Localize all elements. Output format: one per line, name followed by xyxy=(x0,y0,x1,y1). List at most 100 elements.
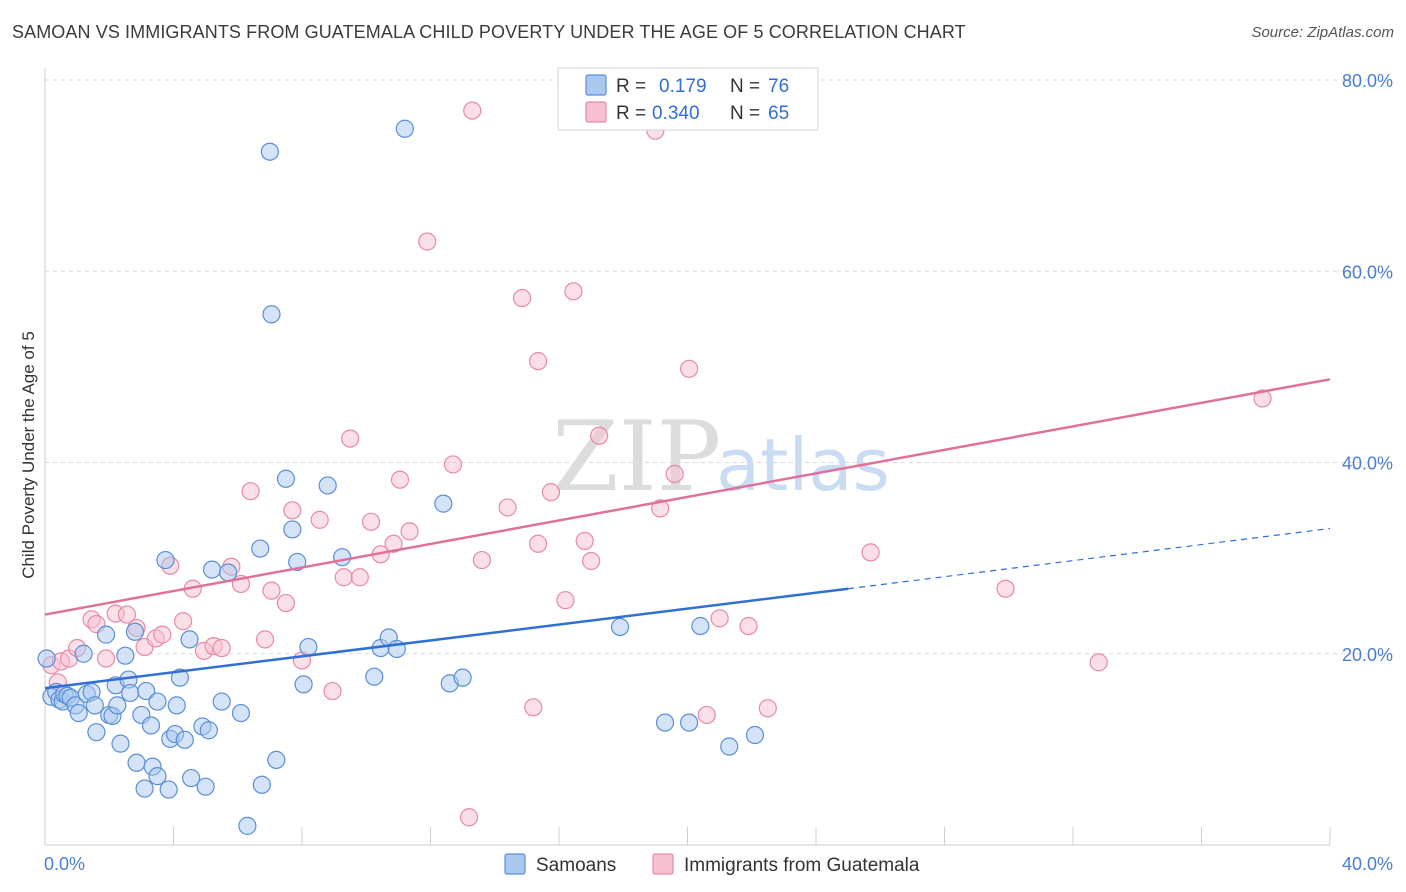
samoans-point xyxy=(87,723,106,742)
samoans-point xyxy=(655,713,675,732)
legend-r-label-samoans: R = xyxy=(616,76,646,97)
samoans-point xyxy=(294,675,313,694)
guatemala-point xyxy=(564,282,583,301)
guatemala-point xyxy=(153,625,172,644)
samoans-point xyxy=(238,816,257,835)
guatemala-point xyxy=(323,681,342,701)
grid-layer xyxy=(45,79,1392,655)
samoans-point xyxy=(283,520,302,539)
top-legend: R = 0.179 N = 76 R = 0.340 N = 65 xyxy=(557,67,819,131)
axis-layer: 20.0% 40.0% 60.0% 80.0% 0.0% 40.0% xyxy=(44,68,1393,874)
guatemala-point xyxy=(541,483,561,502)
guatemala-point xyxy=(582,551,601,571)
samoans-point xyxy=(610,617,630,637)
samoans-point xyxy=(182,768,201,788)
y-axis-label: Child Poverty Under the Age of 5 xyxy=(19,331,38,579)
y-tick-label: 80.0% xyxy=(1342,71,1393,91)
samoans-point xyxy=(196,777,215,796)
y-tick-label: 40.0% xyxy=(1342,454,1393,474)
legend-n-value-samoans: 76 xyxy=(768,76,789,97)
guatemala-point xyxy=(262,581,281,600)
samoans-point xyxy=(180,630,199,649)
samoans-point xyxy=(333,548,352,567)
guatemala-point xyxy=(529,534,548,553)
guatemala-point xyxy=(498,498,517,517)
samoans-point xyxy=(121,683,140,703)
samoans-point xyxy=(170,668,190,687)
samoans-point xyxy=(199,721,218,740)
guatemala-point xyxy=(758,699,777,718)
watermark-zip: ZIP xyxy=(552,401,721,513)
bottom-legend: Samoans Immigrants from Guatemala xyxy=(504,853,920,876)
guatemala-point xyxy=(996,579,1015,598)
samoans-point xyxy=(395,119,414,138)
guatemala-point xyxy=(861,543,880,562)
guatemala-point xyxy=(463,101,482,120)
chart-title: SAMOAN VS IMMIGRANTS FROM GUATEMALA CHIL… xyxy=(12,22,966,42)
samoans-point xyxy=(96,625,116,644)
samoans-point xyxy=(453,668,472,687)
guatemala-point xyxy=(529,352,548,371)
samoans-trend-extension xyxy=(848,527,1331,590)
samoans-point xyxy=(745,725,765,745)
samoans-point xyxy=(720,737,739,756)
samoans-point xyxy=(111,734,130,753)
bottom-legend-label-samoans: Samoans xyxy=(536,855,616,876)
legend-n-label-samoans: N = xyxy=(730,76,760,97)
guatemala-point xyxy=(472,550,491,570)
legend-r-value-samoans: 0.179 xyxy=(659,76,707,97)
samoans-point xyxy=(251,539,270,558)
guatemala-point xyxy=(174,612,193,631)
samoans-point xyxy=(288,552,307,572)
samoans-point xyxy=(127,753,146,772)
samoans-point xyxy=(125,622,145,641)
samoans-point xyxy=(135,779,154,798)
legend-r-label-guatemala: R = xyxy=(616,103,646,124)
samoans-point xyxy=(69,703,88,723)
bottom-legend-swatch-guatemala xyxy=(652,853,674,875)
guatemala-point xyxy=(590,426,609,445)
samoans-point xyxy=(116,646,135,665)
guatemala-point xyxy=(418,232,437,251)
chart-source: Source: ZipAtlas.com xyxy=(1251,24,1394,41)
samoans-point xyxy=(365,667,384,686)
samoans-point xyxy=(148,692,167,711)
legend-n-label-guatemala: N = xyxy=(730,103,760,124)
samoans-point xyxy=(137,681,156,701)
guatemala-point xyxy=(276,593,296,613)
legend-r-value-guatemala: 0.340 xyxy=(652,103,700,124)
samoans-point xyxy=(156,550,175,570)
guatemala-point xyxy=(241,482,260,501)
guatemala-point xyxy=(524,698,543,717)
x-tick-label: 0.0% xyxy=(44,854,85,874)
samoans-point xyxy=(141,716,161,735)
samoans-points xyxy=(37,119,765,835)
trend-lines xyxy=(44,378,1331,690)
guatemala-point xyxy=(1253,389,1272,408)
bottom-legend-label-guatemala: Immigrants from Guatemala xyxy=(684,855,920,876)
guatemala-trend-line xyxy=(44,378,1331,616)
samoans-point xyxy=(680,713,699,732)
guatemala-point xyxy=(96,649,116,668)
guatemala-point xyxy=(710,609,729,628)
guatemala-point xyxy=(361,512,381,531)
samoans-point xyxy=(159,780,178,799)
guatemala-point xyxy=(443,455,463,474)
samoans-point xyxy=(231,703,251,723)
samoans-point xyxy=(318,476,337,495)
samoans-point xyxy=(252,775,271,794)
samoans-point xyxy=(167,696,186,715)
guatemala-point xyxy=(1089,653,1108,672)
samoans-point xyxy=(434,494,453,513)
bottom-legend-swatch-samoans xyxy=(504,853,526,875)
guatemala-point xyxy=(651,499,670,518)
y-tick-label: 20.0% xyxy=(1342,645,1393,665)
guatemala-point xyxy=(400,522,419,541)
guatemala-point xyxy=(512,288,532,308)
samoans-point xyxy=(108,696,127,715)
guatemala-point xyxy=(665,464,684,484)
samoans-point xyxy=(219,563,238,582)
guatemala-point xyxy=(575,531,594,551)
samoans-point xyxy=(202,560,222,579)
